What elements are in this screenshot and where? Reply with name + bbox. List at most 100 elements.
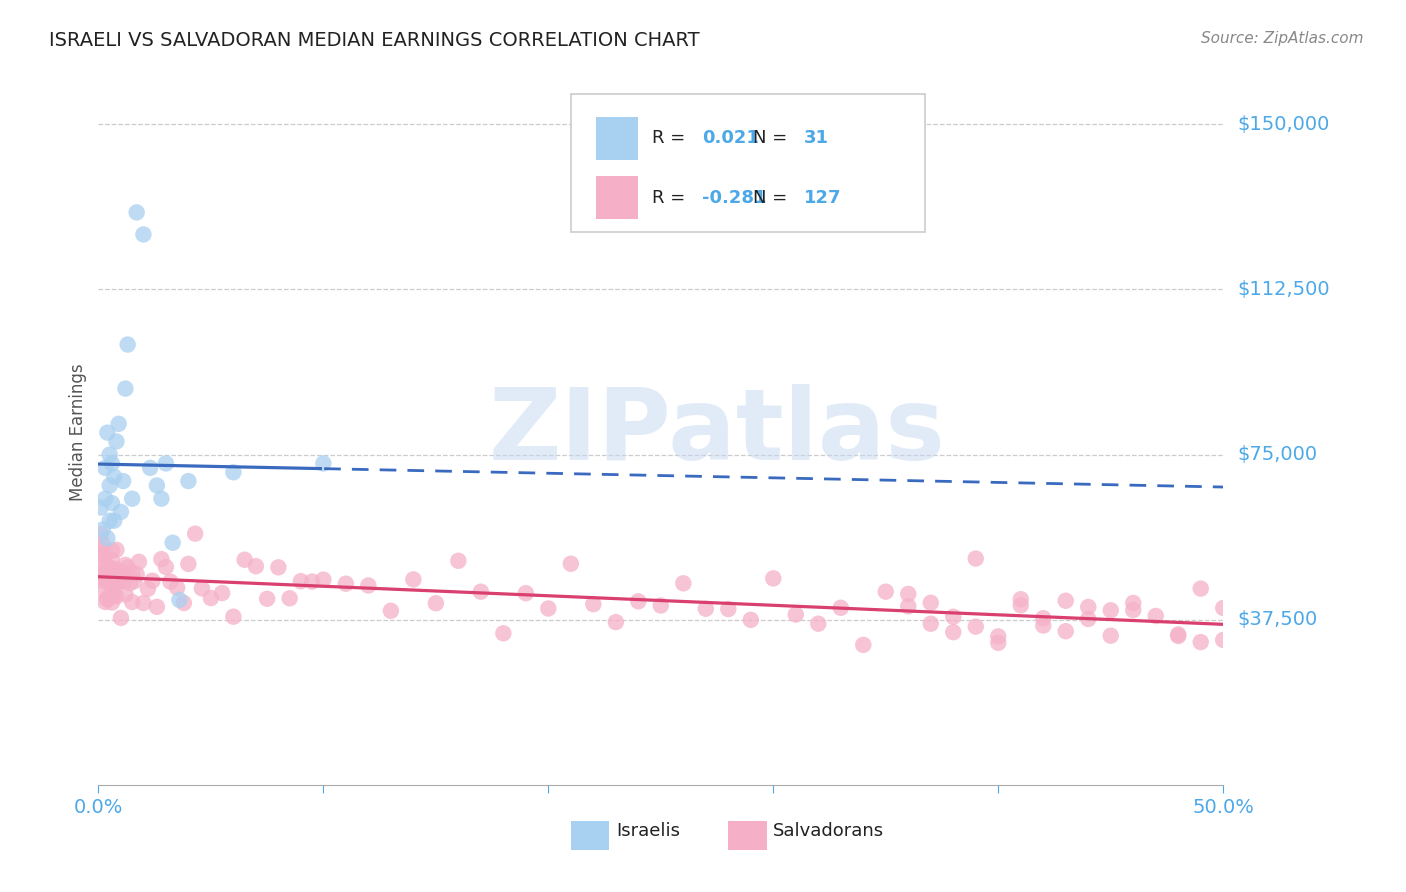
Point — [290, 574, 312, 589]
Point — [136, 582, 159, 596]
Point — [169, 593, 191, 607]
Point — [807, 616, 830, 631]
Point — [312, 573, 335, 587]
Point — [94, 564, 117, 578]
Point — [105, 542, 128, 557]
Point — [96, 592, 118, 607]
Point — [91, 548, 114, 562]
Point — [94, 491, 117, 506]
Point — [98, 574, 121, 589]
Point — [98, 514, 121, 528]
Point — [1212, 601, 1234, 615]
Text: R =: R = — [652, 129, 690, 147]
Point — [380, 604, 402, 618]
Point — [94, 461, 117, 475]
Point — [103, 580, 125, 594]
Point — [105, 434, 128, 449]
Point — [965, 619, 987, 633]
Point — [103, 469, 125, 483]
Point — [124, 574, 146, 588]
Point — [110, 565, 132, 579]
Point — [762, 571, 785, 585]
Point — [672, 576, 695, 591]
Point — [94, 595, 117, 609]
Point — [515, 586, 537, 600]
Point — [740, 613, 762, 627]
Point — [107, 417, 129, 431]
Point — [91, 523, 114, 537]
Point — [146, 478, 169, 492]
Point — [402, 573, 425, 587]
Point — [1077, 599, 1099, 614]
Point — [125, 567, 148, 582]
Point — [222, 465, 245, 479]
Point — [191, 582, 214, 596]
Point — [1167, 629, 1189, 643]
Point — [582, 597, 605, 611]
Point — [155, 457, 177, 471]
Point — [91, 574, 114, 589]
Text: N =: N = — [754, 129, 793, 147]
Point — [101, 595, 124, 609]
Point — [101, 574, 124, 589]
Point — [267, 560, 290, 574]
Point — [150, 552, 173, 566]
Point — [90, 527, 112, 541]
Point — [94, 556, 117, 570]
Point — [537, 601, 560, 615]
Point — [90, 568, 112, 582]
Point — [1167, 627, 1189, 641]
Point — [492, 626, 515, 640]
FancyBboxPatch shape — [596, 117, 638, 161]
Point — [965, 551, 987, 566]
Point — [96, 425, 118, 440]
Point — [114, 382, 136, 396]
Point — [114, 558, 136, 572]
Point — [605, 615, 627, 629]
Point — [159, 574, 181, 589]
Text: -0.281: -0.281 — [703, 188, 766, 207]
FancyBboxPatch shape — [596, 176, 638, 219]
Point — [1212, 632, 1234, 647]
Point — [90, 500, 112, 515]
Point — [121, 491, 143, 506]
Point — [425, 596, 447, 610]
Point — [91, 537, 114, 551]
Text: Salvadorans: Salvadorans — [773, 822, 884, 839]
FancyBboxPatch shape — [571, 95, 925, 232]
Point — [117, 337, 139, 351]
Point — [830, 600, 852, 615]
Point — [987, 629, 1010, 643]
Point — [650, 599, 672, 613]
Point — [470, 584, 492, 599]
Point — [125, 205, 148, 219]
Point — [177, 474, 200, 488]
Point — [94, 573, 117, 587]
Point — [897, 587, 920, 601]
Point — [101, 543, 124, 558]
Text: $37,500: $37,500 — [1237, 610, 1317, 629]
Point — [447, 554, 470, 568]
Point — [1122, 596, 1144, 610]
Point — [184, 526, 207, 541]
Point — [107, 574, 129, 589]
Point — [112, 567, 135, 582]
Point — [222, 609, 245, 624]
Point — [312, 457, 335, 471]
Text: 0.021: 0.021 — [703, 129, 759, 147]
Point — [233, 553, 256, 567]
Point — [132, 596, 155, 610]
Point — [121, 595, 143, 609]
Point — [110, 611, 132, 625]
Point — [101, 553, 124, 567]
Point — [875, 584, 897, 599]
Point — [98, 573, 121, 587]
Point — [942, 625, 965, 640]
Point — [987, 636, 1010, 650]
Point — [103, 562, 125, 576]
Point — [128, 555, 150, 569]
Point — [107, 566, 129, 580]
Point — [139, 461, 162, 475]
Point — [560, 557, 582, 571]
Point — [91, 551, 114, 566]
